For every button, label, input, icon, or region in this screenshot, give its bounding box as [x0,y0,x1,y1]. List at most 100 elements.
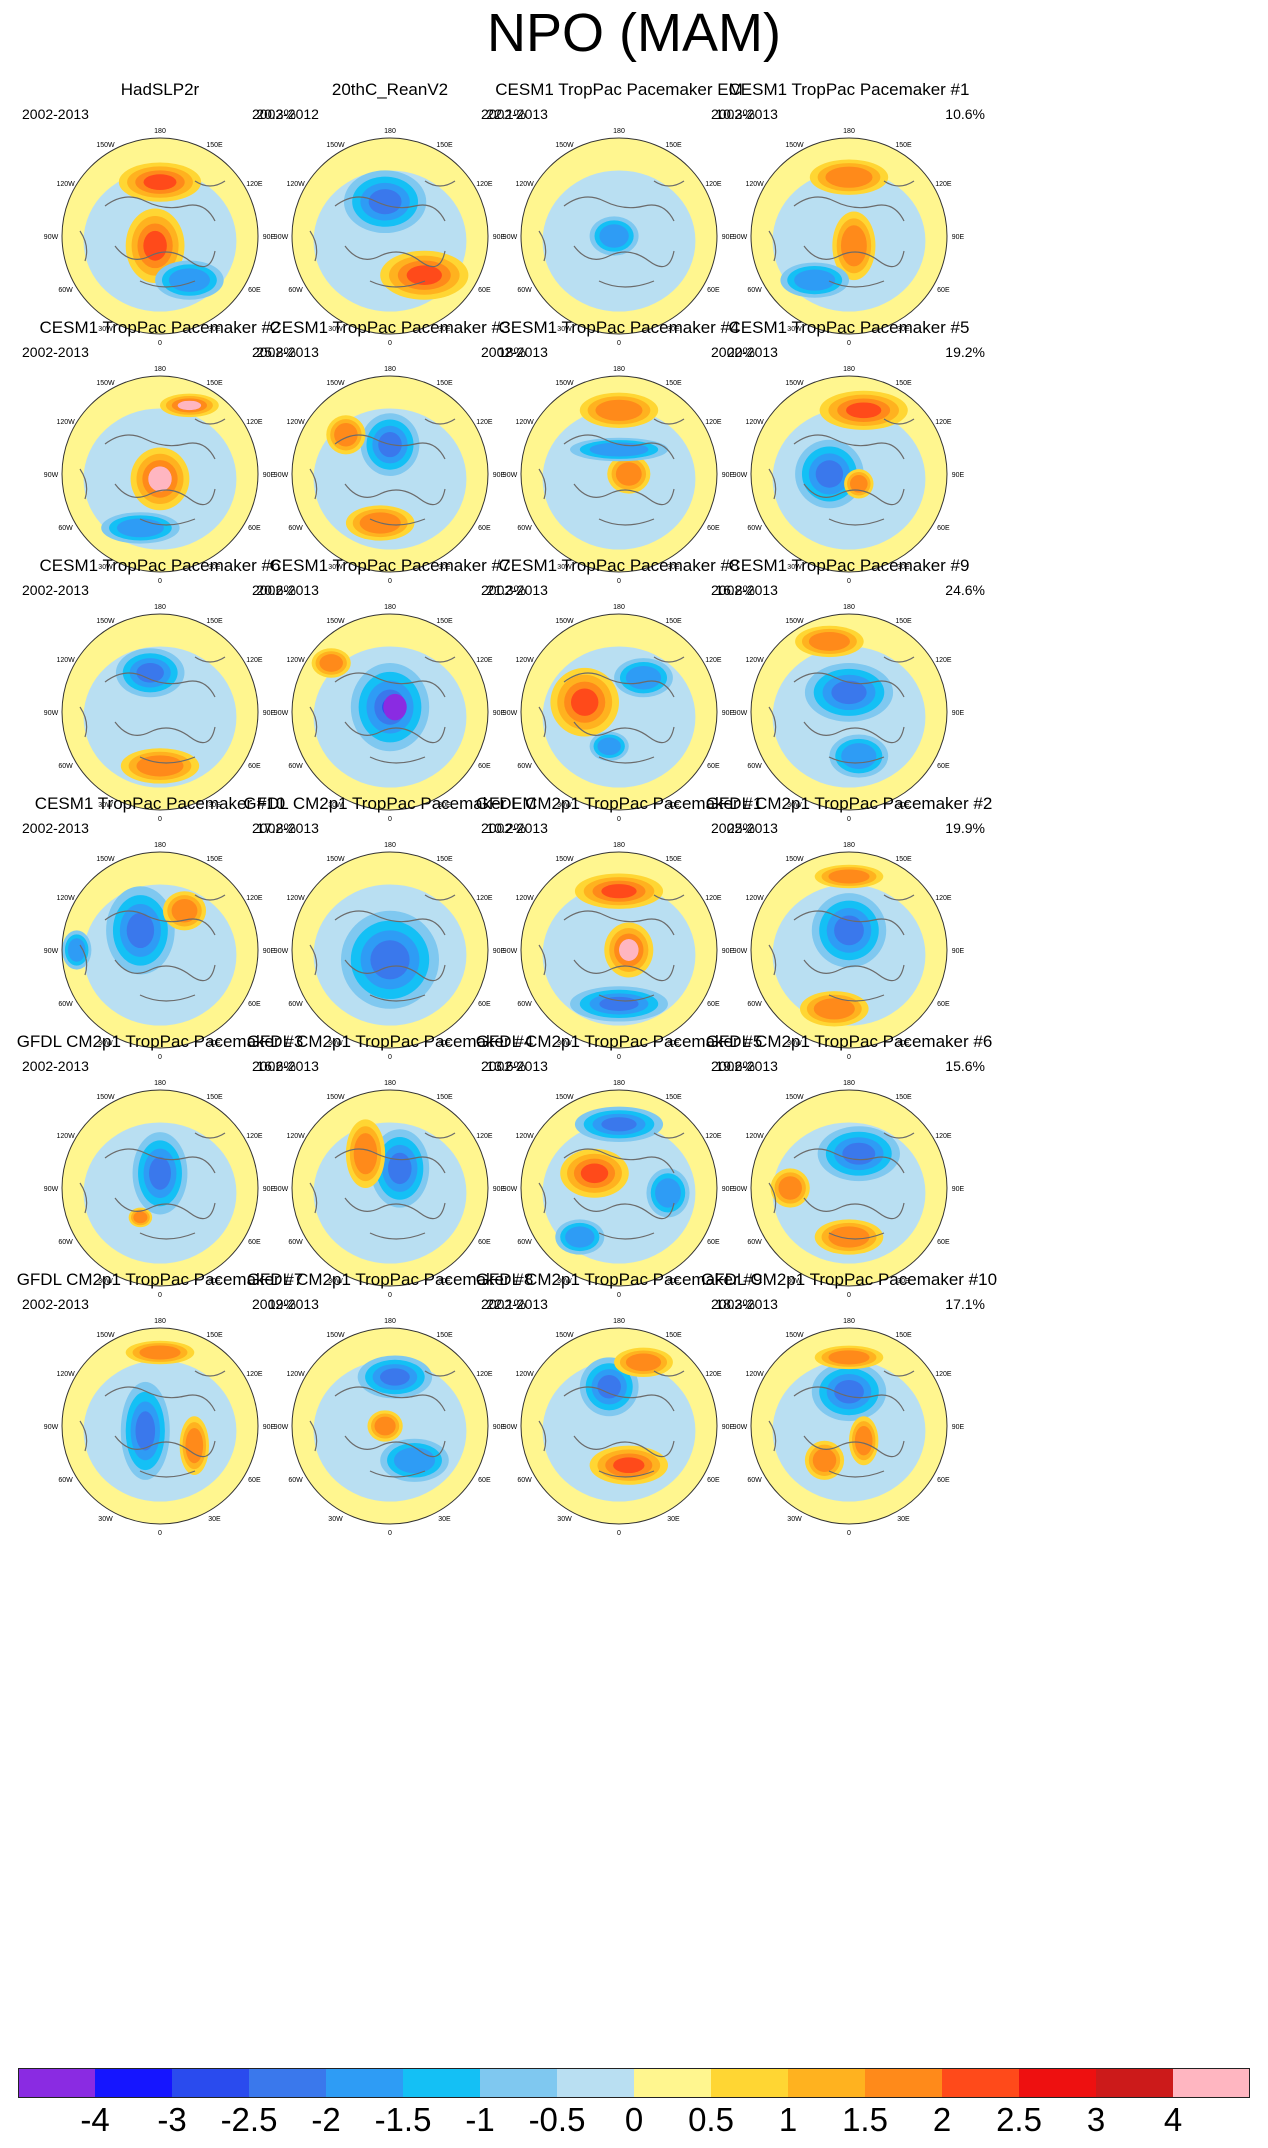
negative-anomaly-contour [116,518,164,538]
extreme-positive-contour [148,466,172,492]
longitude-label: 180 [613,366,625,373]
longitude-label: 30W [557,564,572,571]
map-panel: GFDL CM2p1 TropPac Pacemaker #8 180 150E 12… [232,1270,548,1596]
polar-map: 180 150E 120E 90E 60E 30E 0 30W 60W 90W 120W 150W [44,1318,276,1537]
longitude-label: 60W [58,1001,73,1008]
longitude-label: 0 [388,340,392,347]
panel-period: 2002-2013 [252,1058,319,1074]
map-boundary [61,1327,259,1525]
longitude-label: 180 [843,842,855,849]
longitude-label: 150E [206,856,223,863]
longitude-label: 120W [515,657,534,664]
longitude-label: 120E [246,895,263,902]
longitude-label: 0 [617,1292,621,1299]
map-boundary [750,851,948,1049]
panel-title: GFDL CM2p1 TropPac Pacemaker EM [243,794,537,813]
longitude-label: 90W [733,1186,748,1193]
panel-period: 2002-2013 [711,344,778,360]
longitude-label: 60E [248,763,261,770]
negative-anomaly-contour [565,1226,595,1248]
longitude-label: 60E [478,1477,491,1484]
longitude-label: 120E [476,1371,493,1378]
positive-anomaly-contour [406,265,442,285]
panel-variance-percent: 20.6% [256,582,296,598]
polar-map: 180 150E 120E 90E 60E 30E 0 30W 60W 90W 120W 150W [274,1318,506,1537]
map-panel: CESM1 TropPac Pacemaker #1 180 150E 120E 90E… [691,80,1007,406]
negative-anomaly-contour [599,996,639,1011]
polar-map: 180 150E 120E 90E 60E 30E 0 30W 60W 90W 120W 150W [733,842,965,1061]
panel-variance-percent: 17.1% [945,1296,985,1312]
longitude-label: 150E [206,618,223,625]
panel-variance-percent: 19.6% [715,1058,755,1074]
map-panel: HadSLP2r 180 150E 120E 90E 60E 30E 0 30W 60W 90W 12… [2,80,318,406]
map-panel: CESM1 TropPac Pacemaker EM 180 150E 120E 90E… [461,80,777,406]
colorbar-tick-labels: -4 -3 -2.5 -2 -1.5 -1 -0.5 0 0.5 1 1.5 2 2.5 3 4 [0,2098,1268,2146]
panel-variance-percent: 25% [726,820,755,836]
colorbar-swatch [480,2068,558,2098]
colorbar-tick-label: 0 [624,2101,644,2138]
panel-period: 2002-2013 [481,820,548,836]
negative-anomaly-contour [834,915,864,946]
longitude-label: 120E [246,419,263,426]
polar-map: 180 150E 120E 90E 60E 30E 0 30W 60W 90W 120W 150W [503,1080,735,1299]
longitude-label: 120E [476,895,493,902]
longitude-label: 180 [384,604,396,611]
longitude-label: 30E [667,802,680,809]
positive-anomaly-contour [139,1345,181,1360]
map-boundary [520,1089,718,1287]
polar-map: 180 150E 120E 90E 60E 30E 0 30W 60W 90W 120W 150W [733,1318,965,1537]
positive-anomaly-contour [615,462,642,486]
map-panel: GFDL CM2p1 TropPac Pacemaker #3 180 150E 12… [2,1032,318,1358]
coastline [79,1370,226,1478]
negative-anomaly-contour [67,938,86,962]
colorbar-swatch [865,2068,943,2098]
map-panel: GFDL CM2p1 TropPac Pacemaker #2 180 150E 12… [691,794,1007,1120]
longitude-label: 30W [98,1040,113,1047]
longitude-label: 90W [733,710,748,717]
negative-anomaly-contour [625,665,662,690]
longitude-label: 0 [388,578,392,585]
polar-map: 180 150E 120E 90E 60E 30E 0 30W 60W 90W 120W 150W [274,366,506,585]
longitude-label: 90W [44,1424,59,1431]
longitude-label: 150W [326,618,345,625]
panel-period: 2002-2013 [711,1058,778,1074]
positive-anomaly-contour [808,632,850,651]
panel-title: CESM1 TropPac Pacemaker #4 [498,318,740,337]
longitude-label: 150W [96,618,115,625]
polar-map: 180 150E 120E 90E 60E 30E 0 30W 60W 90W 120W 150W [44,842,276,1061]
panel-variance-percent: 10.6% [945,106,985,122]
longitude-label: 30E [208,802,221,809]
longitude-label: 120E [705,1371,722,1378]
colorbar-tick-label: -3 [157,2101,187,2138]
longitude-label: 120W [515,1133,534,1140]
coastline [538,656,685,764]
longitude-label: 120E [935,181,952,188]
coastline [309,1132,456,1240]
coastline [538,894,685,1002]
longitude-label: 150W [785,618,804,625]
longitude-label: 30E [208,564,221,571]
panel-variance-percent: 10.3% [715,106,755,122]
positive-anomaly-contour [828,1226,870,1248]
colorbar-frame [18,2068,1250,2098]
panel-title: GFDL CM2p1 TropPac Pacemaker #4 [246,1032,534,1051]
negative-anomaly-contour [831,680,867,705]
coastline [79,1132,226,1240]
longitude-label: 150E [436,1094,453,1101]
map-panel: CESM1 TropPac Pacemaker #9 180 150E 120E 90E… [691,556,1007,882]
longitude-label: 30E [438,326,451,333]
panel-period: 2002-2013 [711,106,778,122]
panel-period: 2002-2013 [252,582,319,598]
longitude-label: 150W [785,856,804,863]
longitude-label: 150E [206,1094,223,1101]
panel-title: CESM1 TropPac Pacemaker #6 [39,556,281,575]
colorbar-swatch [18,2068,96,2098]
positive-anomaly-contour [374,1416,396,1436]
negative-anomaly-contour [601,1117,637,1132]
longitude-label: 150E [665,856,682,863]
longitude-label: 120E [476,1133,493,1140]
longitude-label: 120W [515,895,534,902]
colorbar-swatch [172,2068,250,2098]
longitude-label: 120E [705,1133,722,1140]
map-boundary [291,375,489,573]
